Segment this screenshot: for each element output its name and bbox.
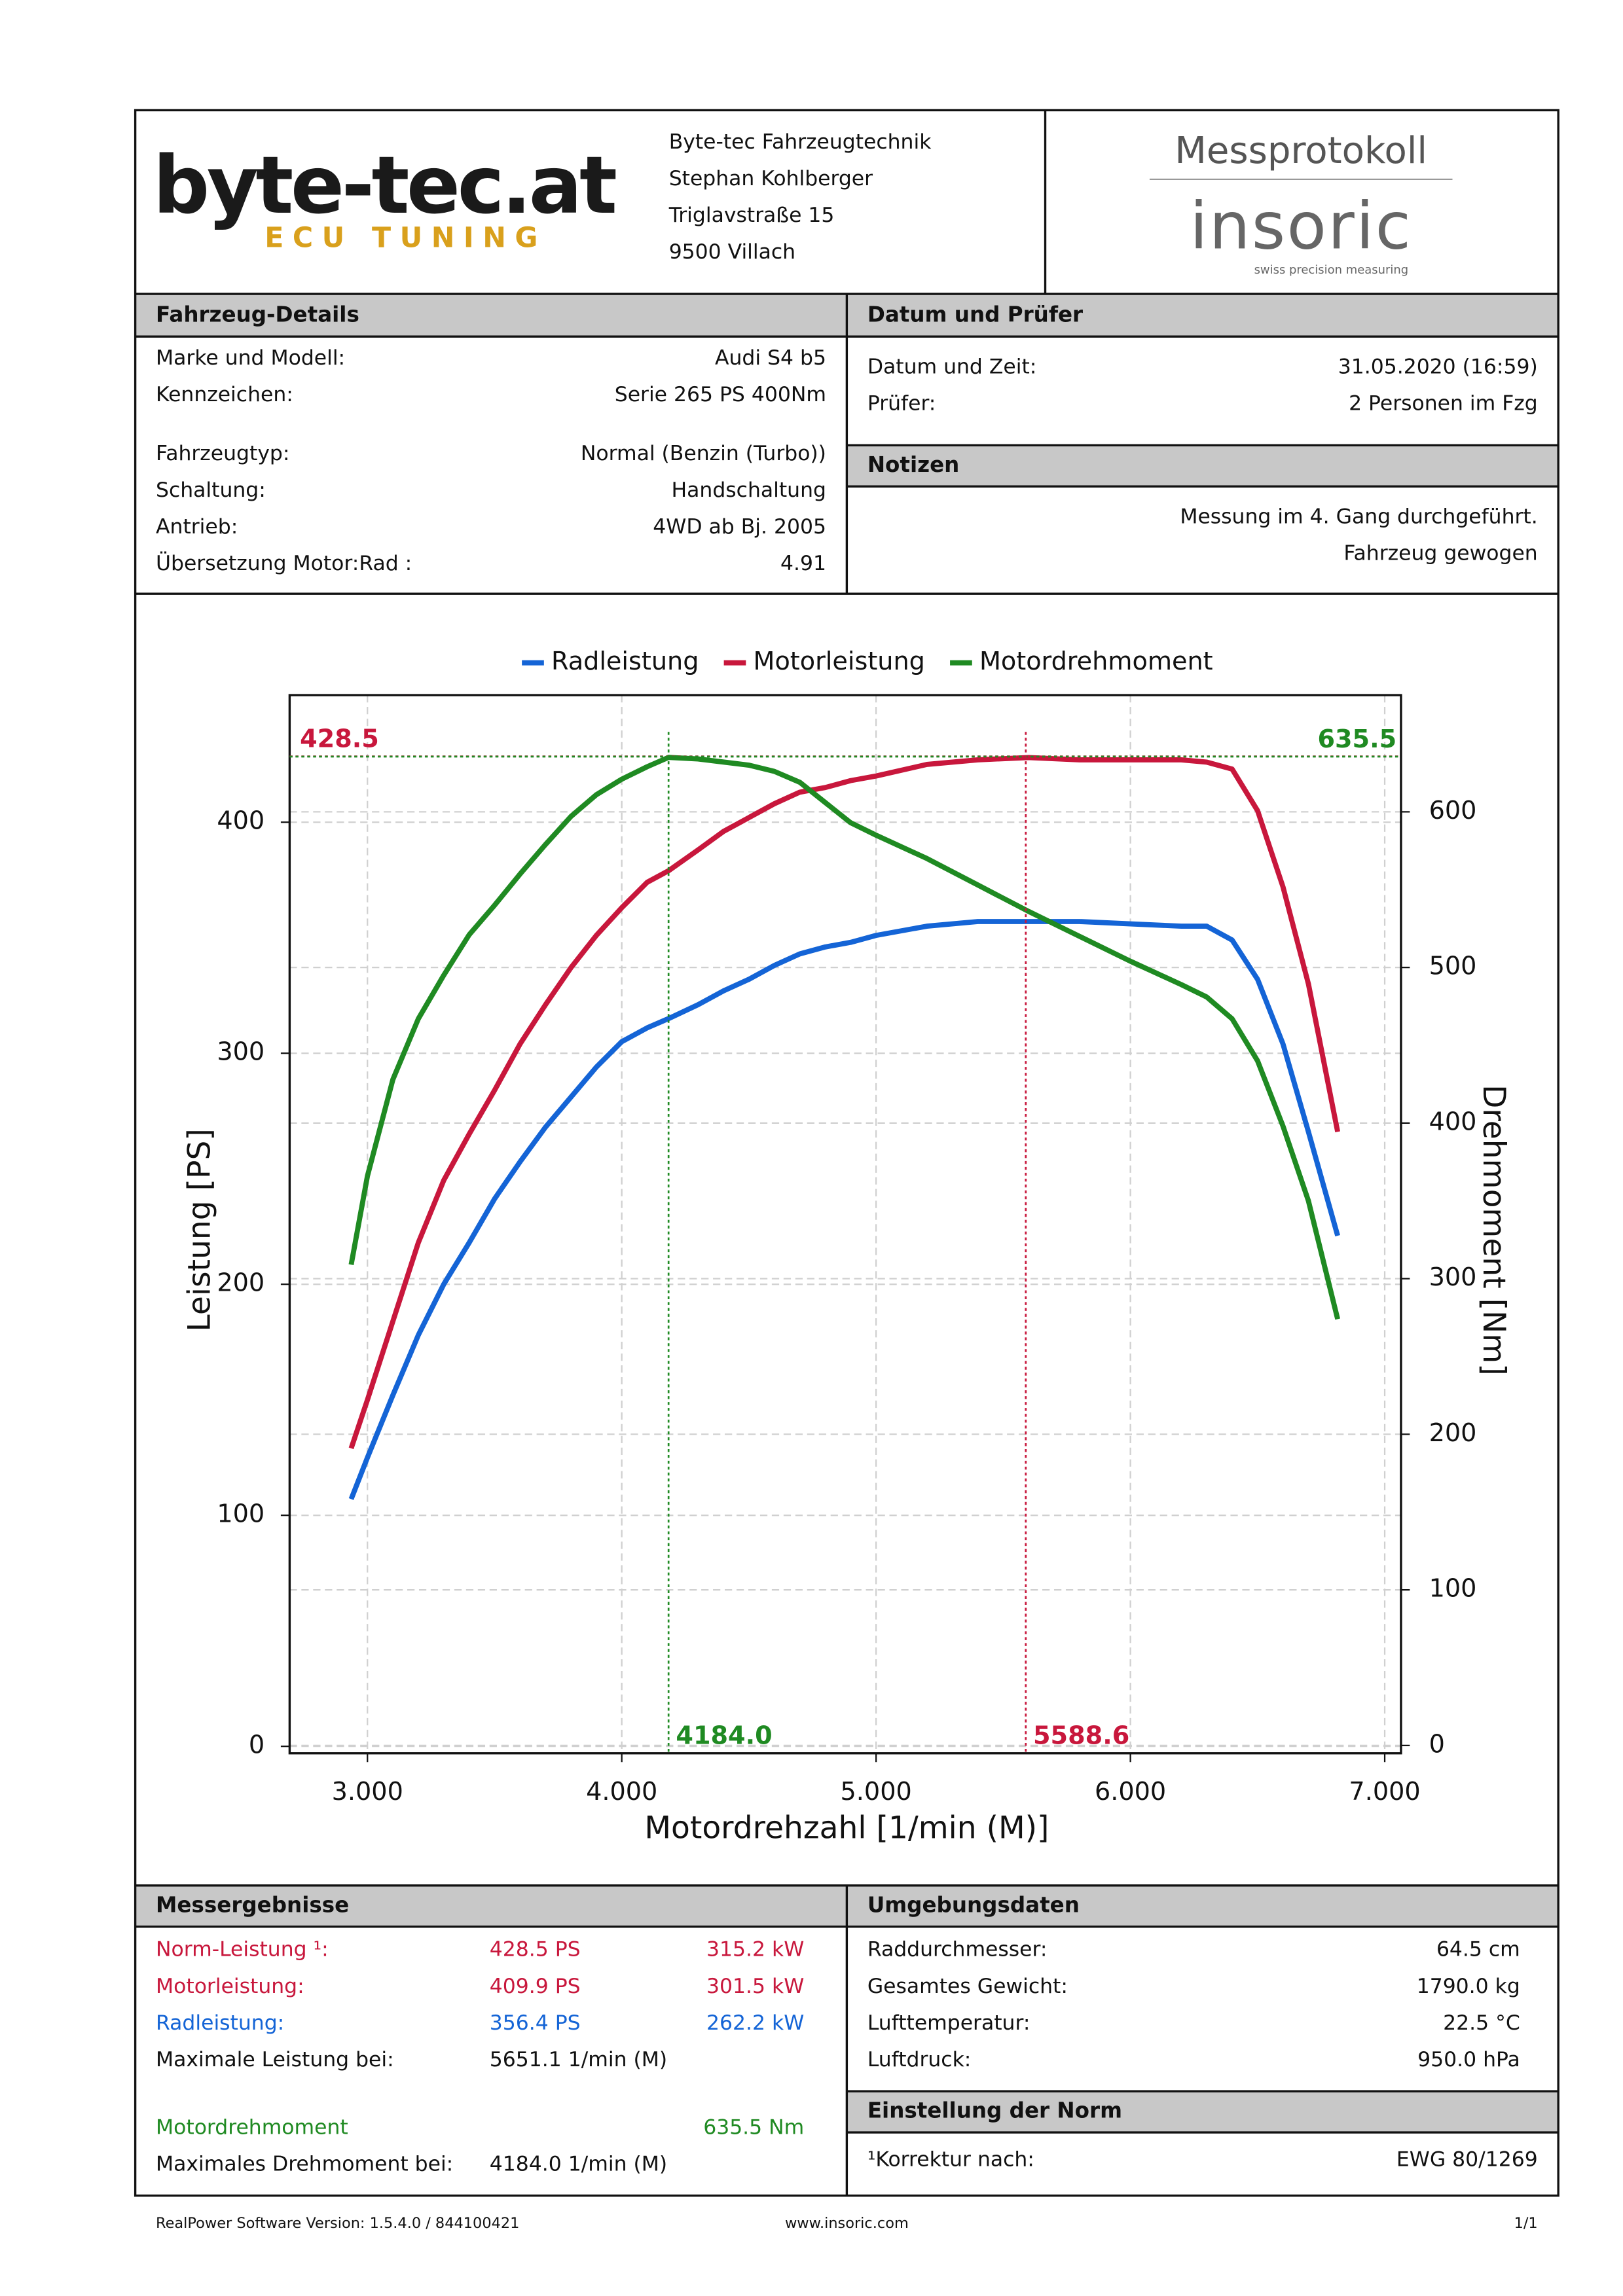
row-value: EWG 80/1269 <box>1396 2148 1538 2172</box>
result-value: 409.9 PS <box>490 1975 581 1998</box>
section-title: Umgebungsdaten <box>867 1892 1080 1917</box>
row-label: Schaltung: <box>156 478 266 502</box>
y-tick-label: 300 <box>217 1038 264 1067</box>
row-value: 2 Personen im Fzg <box>1349 391 1538 415</box>
series-line <box>348 755 1341 1450</box>
footer-left: RealPower Software Version: 1.5.4.0 / 84… <box>156 2215 519 2232</box>
row-label: Datum und Zeit: <box>867 355 1037 378</box>
row-label: Marke und Modell: <box>156 346 345 370</box>
row-value: 4WD ab Bj. 2005 <box>653 515 826 539</box>
row-value: Serie 265 PS 400Nm <box>615 383 826 406</box>
plot-frame <box>288 694 1402 1755</box>
brand: insoric <box>1190 188 1412 264</box>
series-line <box>348 919 1340 1500</box>
address-line: Stephan Kohlberger <box>669 167 873 190</box>
result-label: Norm-Leistung ¹: <box>156 1938 329 1962</box>
section-header-bg <box>847 2091 1559 2133</box>
y-tick-label: 400 <box>217 807 264 836</box>
section-title: Fahrzeug-Details <box>156 302 359 327</box>
x-tick-label: 6.000 <box>1095 1778 1166 1806</box>
row-label: Übersetzung Motor:Rad : <box>156 550 412 575</box>
address-line: Triglavstraße 15 <box>668 204 835 227</box>
y2-axis-title: Drehmoment [Nm] <box>1476 1085 1512 1376</box>
row-label: ¹Korrektur nach: <box>867 2148 1034 2172</box>
row-value: 31.05.2020 (16:59) <box>1338 355 1538 378</box>
row-label: Kennzeichen: <box>156 383 293 406</box>
footer-center: www.insoric.com <box>785 2215 909 2232</box>
result-value: 262.2 kW <box>706 2011 804 2035</box>
address-line: 9500 Villach <box>669 240 795 264</box>
result-label: Motorleistung: <box>156 1975 304 1998</box>
y2-tick-label: 200 <box>1429 1419 1477 1448</box>
y-axis-title: Leistung [PS] <box>182 1128 218 1331</box>
section-title: Einstellung der Norm <box>867 2098 1122 2123</box>
y2-tick-label: 300 <box>1429 1263 1477 1292</box>
section-header-bg <box>847 445 1559 487</box>
result-value: 301.5 kW <box>706 1975 804 1998</box>
doc-title: Messprotokoll <box>1175 130 1427 172</box>
row-label: Antrieb: <box>156 515 238 539</box>
result-value: 356.4 PS <box>490 2011 581 2035</box>
row-value: 1790.0 kg <box>1417 1975 1520 1998</box>
y2-tick-label: 100 <box>1429 1575 1477 1604</box>
y2-tick-label: 500 <box>1429 952 1477 981</box>
row-label: Prüfer: <box>867 391 936 415</box>
legend-label: Radleistung <box>551 647 699 676</box>
row-label: Gesamtes Gewicht: <box>867 1975 1068 1998</box>
row-value: 950.0 hPa <box>1417 2048 1520 2072</box>
brand-tagline: swiss precision measuring <box>1254 263 1409 277</box>
address-line: Byte-tec Fahrzeugtechnik <box>669 130 932 154</box>
note-line: Messung im 4. Gang durchgeführt. <box>1180 505 1537 528</box>
x-tick-label: 5.000 <box>841 1778 912 1806</box>
y2-tick-label: 0 <box>1429 1730 1445 1759</box>
reference-label: 428.5 <box>300 725 379 753</box>
section-title: Datum und Prüfer <box>867 302 1083 327</box>
legend-label: Motordrehmoment <box>979 647 1213 676</box>
row-label: Lufttemperatur: <box>867 2011 1030 2035</box>
y-tick-label: 200 <box>217 1269 264 1298</box>
result-value: 315.2 kW <box>706 1938 804 1962</box>
result-value: 5651.1 1/min (M) <box>490 2048 667 2072</box>
y-tick-label: 100 <box>217 1500 264 1529</box>
rules <box>135 110 1559 2196</box>
result-value: 635.5 Nm <box>703 2115 804 2139</box>
y-tick-label: 0 <box>249 1731 264 1760</box>
row-value: 22.5 °C <box>1443 2011 1520 2035</box>
row-label: Luftdruck: <box>867 2048 972 2072</box>
y2-tick-label: 400 <box>1429 1107 1477 1136</box>
result-label: Maximale Leistung bei: <box>156 2048 394 2072</box>
row-value: Audi S4 b5 <box>715 346 826 370</box>
result-label: Maximales Drehmoment bei: <box>156 2152 453 2176</box>
x-tick-label: 4.000 <box>586 1778 657 1806</box>
result-value: 428.5 PS <box>490 1938 581 1962</box>
result-label: Radleistung: <box>156 2011 284 2035</box>
result-label: Motordrehmoment <box>156 2115 348 2139</box>
section-title: Messergebnisse <box>156 1892 349 1917</box>
reference-label: 5588.6 <box>1033 1722 1129 1751</box>
y2-tick-label: 600 <box>1429 797 1477 825</box>
row-value: 4.91 <box>780 552 826 575</box>
reference-label: 635.5 <box>1317 725 1396 754</box>
x-axis-title: Motordrehzahl [1/min (M)] <box>644 1810 1049 1846</box>
result-value: 4184.0 1/min (M) <box>490 2152 667 2176</box>
row-label: Fahrzeugtyp: <box>156 442 289 465</box>
note-line: Fahrzeug gewogen <box>1343 542 1537 565</box>
reference-label: 4184.0 <box>676 1722 772 1751</box>
row-value: Normal (Benzin (Turbo)) <box>581 442 826 465</box>
section-title: Notizen <box>867 452 960 477</box>
logo-sub: ECU TUNING <box>264 222 547 255</box>
footer-right: 1/1 <box>1514 2215 1538 2232</box>
row-label: Raddurchmesser: <box>867 1938 1048 1962</box>
row-value: 64.5 cm <box>1436 1938 1520 1962</box>
logo: byte-tec.at <box>153 139 616 232</box>
series-line <box>348 755 1340 1320</box>
row-value: Handschaltung <box>672 478 826 502</box>
x-tick-label: 3.000 <box>332 1778 403 1806</box>
x-tick-label: 7.000 <box>1349 1778 1420 1806</box>
legend-label: Motorleistung <box>754 647 925 676</box>
